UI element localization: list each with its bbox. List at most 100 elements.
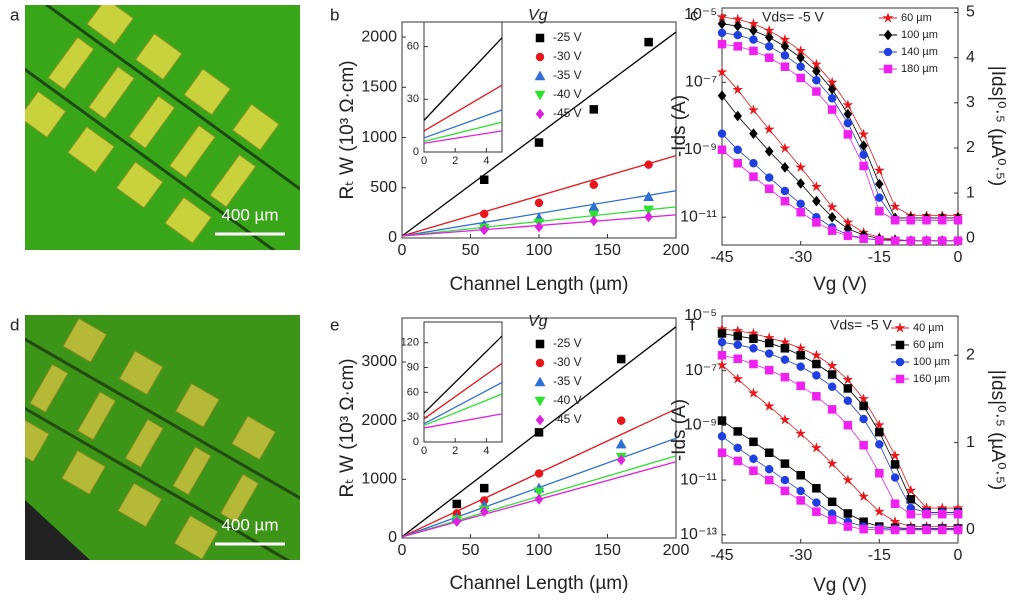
marker [812, 371, 821, 380]
x-tick-label: 2 [452, 445, 458, 457]
panel-label: f [690, 315, 695, 334]
series-line [423, 381, 503, 425]
marker [589, 105, 599, 114]
marker [812, 392, 821, 401]
y-tick-label: 10⁻⁷ [685, 74, 717, 91]
marker [717, 432, 727, 441]
pad [209, 154, 257, 208]
channel-line [32, 5, 300, 221]
legend-label: 160 µm [913, 373, 950, 385]
marker [780, 486, 790, 496]
micrograph [25, 315, 300, 560]
marker [826, 457, 838, 469]
annotation: Vds= -5 V [762, 9, 825, 25]
pad [128, 95, 176, 149]
y-tick-label: 3000 [361, 353, 397, 370]
marker [733, 340, 742, 350]
marker [479, 506, 489, 518]
marker [615, 438, 627, 449]
marker [780, 186, 790, 196]
pad [62, 317, 108, 363]
series-line [721, 149, 958, 242]
marker [796, 496, 805, 505]
marker [906, 509, 916, 519]
y-tick-label: 90 [407, 361, 419, 373]
series-line [423, 121, 503, 143]
marker [827, 497, 837, 507]
marker [534, 428, 544, 437]
marker [749, 46, 758, 56]
series-line [721, 43, 958, 221]
pad [117, 482, 163, 528]
marker [780, 51, 790, 60]
marker [890, 525, 900, 535]
pad [76, 391, 117, 441]
marker [827, 405, 837, 414]
x-tick-label: 0 [398, 542, 407, 559]
y-tick-label: 10⁻¹¹ [680, 208, 717, 225]
marker [842, 373, 854, 385]
y-tick-label: 10⁻¹¹ [680, 471, 717, 488]
legend-label: 40 µm [913, 322, 944, 334]
marker [922, 509, 931, 519]
marker [842, 474, 854, 485]
x-tick-label: 0 [421, 445, 427, 457]
marker [479, 224, 489, 236]
marker [733, 331, 742, 341]
marker [895, 340, 905, 350]
marker [890, 215, 900, 225]
marker [826, 359, 838, 371]
fit-line [401, 154, 677, 237]
y-tick-label: 2000 [361, 412, 397, 429]
marker [883, 64, 893, 74]
marker [938, 236, 947, 246]
series-line [423, 109, 503, 139]
x-tick-label: 200 [663, 542, 690, 559]
y-tick-label: 1000 [361, 129, 397, 146]
marker [717, 28, 727, 38]
marker [875, 440, 884, 449]
panel-label: e [330, 315, 339, 334]
marker [780, 162, 790, 173]
x-tick-label: -15 [868, 249, 891, 266]
y2-tick-label: 1 [966, 434, 975, 451]
marker [717, 39, 727, 49]
pads [25, 317, 277, 560]
marker [795, 161, 807, 173]
pad [86, 5, 135, 45]
x-tick-label: 200 [663, 242, 690, 259]
marker [938, 215, 947, 225]
x-tick-label: -30 [789, 547, 812, 564]
marker [764, 448, 774, 457]
marker [875, 178, 884, 190]
marker [812, 359, 821, 369]
marker [795, 427, 807, 439]
pad [164, 196, 213, 244]
plot-frame [423, 21, 503, 153]
marker [796, 178, 805, 189]
series-line [721, 23, 958, 219]
legend-label: -40 V [553, 87, 582, 101]
marker [717, 90, 727, 102]
marker [535, 52, 545, 62]
x-tick-label: 150 [594, 542, 621, 559]
y2-axis-label: |Ids|⁰·⁵ (µA⁰·⁵) [987, 370, 1008, 490]
y-tick-label: 0 [413, 436, 419, 448]
marker [764, 42, 774, 51]
series-line [721, 435, 958, 530]
marker [890, 499, 900, 508]
marker [812, 484, 821, 493]
x-tick-label: 50 [462, 542, 480, 559]
y-tick-label: 30 [407, 93, 419, 105]
marker [749, 334, 758, 343]
marker [953, 236, 963, 246]
x-tick-label: 0 [398, 242, 407, 259]
x-tick-label: 0 [954, 249, 963, 266]
marker [749, 437, 758, 447]
marker [534, 469, 544, 478]
y2-tick-label: 0 [966, 229, 975, 246]
marker [733, 158, 742, 168]
series-line [423, 362, 503, 420]
marker [875, 525, 884, 535]
marker [873, 164, 885, 176]
